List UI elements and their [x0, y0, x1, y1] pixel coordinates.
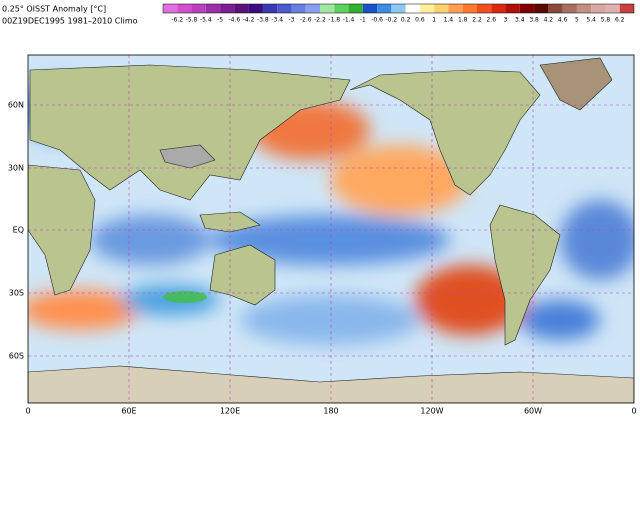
colorbar-label: 3.8: [529, 17, 539, 24]
colorbar-label: 1: [432, 17, 436, 24]
axes: 60N 30N EQ 30S 60S 0 60E 120E 180 120W 60W 0: [8, 101, 637, 416]
map: [28, 55, 634, 403]
colorbar-label: 5.8: [601, 17, 611, 24]
title: 0.25° OISST Anomaly [°C]: [2, 5, 106, 14]
lat-label: 30N: [8, 164, 24, 173]
colorbar-cell: [291, 4, 306, 13]
colorbar-label: -2.6: [300, 17, 312, 24]
lat-label: EQ: [13, 226, 24, 235]
lon-label: 0: [25, 407, 30, 416]
colorbar-label: -5.8: [186, 17, 198, 24]
colorbar-cell: [405, 4, 420, 13]
colorbar-cell: [163, 4, 178, 13]
colorbar-cell: [191, 4, 206, 13]
map-frame: [27, 54, 635, 404]
colorbar-label: -1.4: [343, 17, 355, 24]
colorbar-label: 4.2: [544, 17, 554, 24]
colorbar-label: -4.6: [229, 17, 241, 24]
colorbar-label: -1: [360, 17, 366, 24]
colorbar-cell: [305, 4, 320, 13]
colorbar-label: -3.4: [271, 17, 283, 24]
colorbar-cell: [591, 4, 606, 13]
colorbar-frame: [162, 3, 635, 14]
lon-label: 0: [631, 407, 636, 416]
colorbar-cell: [362, 4, 378, 13]
colorbar-cell: [377, 4, 392, 13]
colorbar-cell: [248, 4, 263, 13]
anomaly-patch: [163, 291, 207, 303]
colorbar-label: -1.8: [328, 17, 340, 24]
lon-label: 120W: [420, 407, 443, 416]
colorbar-cell: [562, 4, 577, 13]
colorbar-cell: [177, 4, 192, 13]
colorbar: -6.2 -5.8 -5.4 -5 -4.6 -4.2 -3.8 -3.4 -3 -2.6 -2.2…: [162, 3, 635, 24]
colorbar-label: -3: [288, 17, 294, 24]
colorbar-label: -3.8: [257, 17, 269, 24]
colorbar-label: -0.2: [386, 17, 398, 24]
colorbar-cell: [234, 4, 249, 13]
colorbar-label: 6.2: [615, 17, 625, 24]
colorbar-label: -0.6: [371, 17, 383, 24]
colorbar-cell: [619, 4, 634, 13]
colorbar-label: -5: [217, 17, 223, 24]
colorbar-label: -5.4: [200, 17, 212, 24]
colorbar-cell: [534, 4, 549, 13]
lon-label: 180: [323, 407, 338, 416]
lon-label: 60E: [121, 407, 136, 416]
colorbar-label: 1.8: [458, 17, 468, 24]
colorbar-cell: [262, 4, 278, 13]
colorbar-cell: [605, 4, 620, 13]
colorbar-cell: [576, 4, 592, 13]
subtitle: 00Z19DEC1995 1981–2010 Climo: [2, 17, 138, 26]
colorbar-label: -6.2: [171, 17, 183, 24]
colorbar-cell: [519, 4, 535, 13]
lon-label: 120E: [220, 407, 240, 416]
colorbar-label: 2.6: [486, 17, 496, 24]
colorbar-label: 3: [504, 17, 508, 24]
colorbar-label: 2.2: [472, 17, 482, 24]
colorbar-label: 5: [575, 17, 579, 24]
colorbar-label: -2.2: [314, 17, 326, 24]
colorbar-label: -4.2: [243, 17, 255, 24]
colorbar-cell: [491, 4, 506, 13]
land: [28, 57, 634, 403]
colorbar-cell: [277, 4, 292, 13]
lat-label: 60N: [8, 101, 24, 110]
colorbar-cell: [220, 4, 235, 13]
colorbar-cell: [348, 4, 363, 13]
colorbar-cell: [205, 4, 221, 13]
colorbar-label: 4.6: [558, 17, 568, 24]
colorbar-label: 3.4: [515, 17, 525, 24]
colorbar-label: 1.4: [444, 17, 454, 24]
graticule: [28, 55, 634, 403]
lat-label: 60S: [9, 352, 24, 361]
colorbar-cell: [462, 4, 477, 13]
colorbar-cell: [419, 4, 435, 13]
colorbar-cell: [320, 4, 335, 13]
colorbar-cell: [391, 4, 406, 13]
lon-label: 60W: [524, 407, 542, 416]
colorbar-label: 0.6: [415, 17, 425, 24]
colorbar-cell: [448, 4, 463, 13]
lat-label: 30S: [9, 289, 24, 298]
colorbar-label: 5.4: [586, 17, 596, 24]
colorbar-cell: [477, 4, 492, 13]
colorbar-cell: [505, 4, 520, 13]
colorbar-cell: [548, 4, 563, 13]
colorbar-label: 0.2: [401, 17, 411, 24]
colorbar-cell: [334, 4, 349, 13]
colorbar-cell: [434, 4, 449, 13]
